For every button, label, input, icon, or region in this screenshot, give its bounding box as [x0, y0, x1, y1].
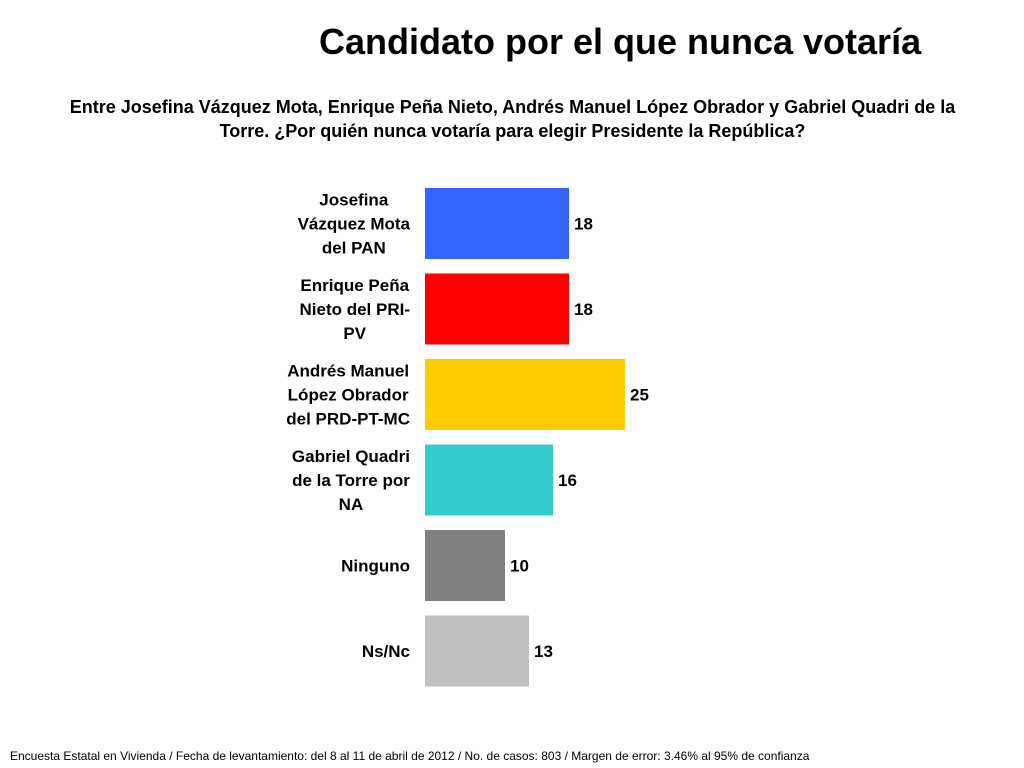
chart-subtitle: Entre Josefina Vázquez Mota, Enrique Peñ…	[69, 97, 956, 141]
survey-footnote: Encuesta Estatal en Vivienda / Fecha de …	[10, 749, 810, 763]
bar-value-label: 25	[630, 386, 649, 405]
bar	[425, 359, 625, 430]
bar-value-label: 16	[558, 471, 577, 490]
bar	[425, 615, 529, 687]
bar	[425, 188, 569, 259]
category-label: Enrique Peña Nieto del PRI-PV	[299, 276, 410, 343]
category-label: Andrés Manuel López Obrador del PRD-PT-MC	[286, 362, 410, 429]
category-label: Josefina Vázquez Mota del PAN	[298, 191, 411, 258]
bar	[425, 530, 505, 601]
bar-value-label: 13	[534, 642, 553, 661]
bar-value-label: 18	[574, 300, 593, 319]
bar-value-label: 18	[574, 215, 593, 234]
bar-value-label: 10	[510, 557, 529, 576]
bar	[425, 444, 553, 516]
bar	[425, 273, 569, 345]
category-label: Gabriel Quadri de la Torre por NA	[292, 447, 410, 514]
category-label: Ninguno	[341, 557, 410, 576]
category-label: Ns/Nc	[362, 642, 410, 661]
bar-chart: 18 Josefina Vázquez Mota del PAN 18 Enrique P…	[286, 188, 649, 687]
chart-title: Candidato por el que nunca votaría	[319, 21, 922, 62]
